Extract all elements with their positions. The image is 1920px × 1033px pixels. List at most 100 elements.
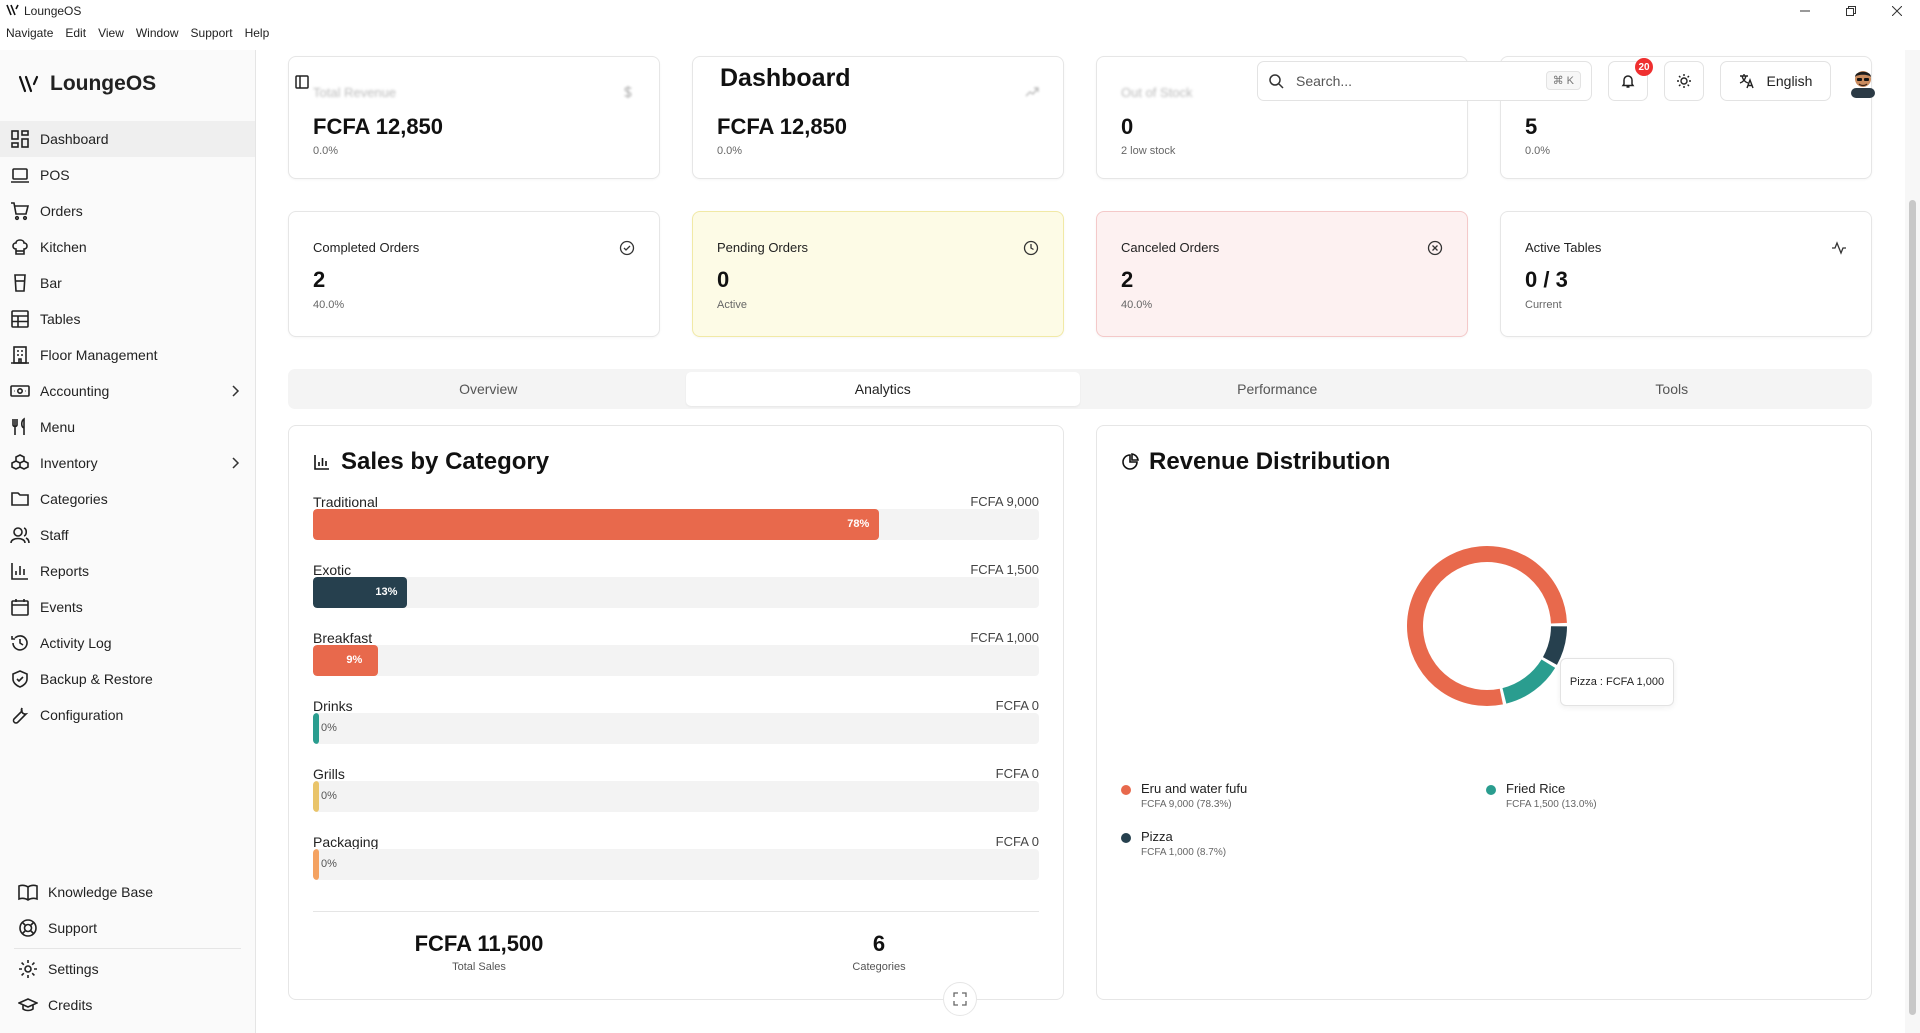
sidebar-item-events[interactable]: Events bbox=[0, 589, 255, 625]
stat-card-completed-orders: Completed Orders 2 40.0% bbox=[288, 211, 660, 337]
stat-value: 5 bbox=[1525, 114, 1538, 139]
graduation-cap-icon bbox=[16, 993, 40, 1017]
lifebuoy-icon bbox=[16, 916, 40, 940]
category-label: Packaging bbox=[313, 834, 379, 850]
shield-icon bbox=[8, 667, 32, 691]
sidebar-item-label: Kitchen bbox=[40, 239, 87, 255]
sidebar-item-support[interactable]: Support bbox=[0, 910, 255, 946]
activity-icon bbox=[1831, 240, 1847, 256]
window-titlebar: LoungeOS bbox=[0, 0, 1920, 22]
menu-view[interactable]: View bbox=[98, 26, 124, 40]
category-label: Exotic bbox=[313, 562, 352, 578]
category-label: Traditional bbox=[313, 494, 378, 510]
sidebar-item-kitchen[interactable]: Kitchen bbox=[0, 229, 255, 265]
sidebar-nav: Dashboard POS Orders Kitchen Bar Tables … bbox=[0, 121, 255, 733]
sidebar-item-knowledge-base[interactable]: Knowledge Base bbox=[0, 874, 255, 910]
money-icon bbox=[8, 379, 32, 403]
sidebar-item-label: Inventory bbox=[40, 455, 98, 471]
sidebar-item-label: Accounting bbox=[40, 383, 110, 399]
avatar[interactable] bbox=[1848, 66, 1878, 98]
sidebar-item-menu[interactable]: Menu bbox=[0, 409, 255, 445]
expand-icon bbox=[953, 992, 967, 1006]
search-input[interactable] bbox=[1296, 73, 1526, 89]
fullscreen-button[interactable] bbox=[943, 982, 977, 1016]
sidebar-item-label: Categories bbox=[40, 491, 108, 507]
page-title: Dashboard bbox=[720, 64, 851, 92]
legend-dot bbox=[1121, 833, 1131, 843]
sidebar-item-label: Staff bbox=[40, 527, 69, 543]
brand[interactable]: LoungeOS bbox=[18, 72, 156, 96]
sidebar-item-label: Support bbox=[48, 920, 98, 936]
donut-slice-fried-rice[interactable] bbox=[1502, 659, 1556, 704]
bar-chart-icon bbox=[313, 453, 331, 471]
translate-icon bbox=[1739, 73, 1755, 89]
sidebar-item-tables[interactable]: Tables bbox=[0, 301, 255, 337]
folder-icon bbox=[8, 487, 32, 511]
sidebar-item-label: Events bbox=[40, 599, 83, 615]
tab-overview[interactable]: Overview bbox=[459, 381, 518, 397]
page-scrollbar[interactable] bbox=[1905, 50, 1920, 1033]
stat-sub: 40.0% bbox=[313, 299, 345, 311]
legend-value: FCFA 1,000 (8.7%) bbox=[1141, 847, 1227, 858]
chef-hat-icon bbox=[8, 235, 32, 259]
sidebar-item-label: POS bbox=[40, 167, 70, 183]
sidebar-item-inventory[interactable]: Inventory bbox=[0, 445, 255, 481]
sidebar-bottom-nav: Knowledge Base Support Settings Credits bbox=[0, 874, 255, 1023]
menu-window[interactable]: Window bbox=[135, 26, 179, 40]
total-sales-value: FCFA 11,500 bbox=[414, 931, 544, 956]
sidebar-item-categories[interactable]: Categories bbox=[0, 481, 255, 517]
sidebar-item-configuration[interactable]: Configuration bbox=[0, 697, 255, 733]
sidebar-item-label: Bar bbox=[40, 275, 62, 291]
bar-fill bbox=[313, 645, 379, 676]
sidebar-item-dashboard[interactable]: Dashboard bbox=[0, 121, 255, 157]
sidebar-item-staff[interactable]: Staff bbox=[0, 517, 255, 553]
sidebar-item-reports[interactable]: Reports bbox=[0, 553, 255, 589]
donut-slice-pizza[interactable] bbox=[1542, 625, 1567, 665]
sidebar-item-credits[interactable]: Credits bbox=[0, 987, 255, 1023]
total-sales-label: Total Sales bbox=[452, 961, 506, 973]
scroll-thumb[interactable] bbox=[1909, 200, 1916, 1015]
stat-value: 2 bbox=[1121, 267, 1134, 292]
restore-button[interactable] bbox=[1828, 0, 1874, 22]
sidebar-item-label: Activity Log bbox=[40, 635, 112, 651]
sidebar-item-label: Configuration bbox=[40, 707, 124, 723]
menu-help[interactable]: Help bbox=[244, 26, 270, 40]
menu-support[interactable]: Support bbox=[190, 26, 233, 40]
sidebar-item-activity-log[interactable]: Activity Log bbox=[0, 625, 255, 661]
sidebar-item-bar[interactable]: Bar bbox=[0, 265, 255, 301]
stat-card-revenue: FCFA 12,850 0.0% bbox=[692, 56, 1064, 179]
check-circle-icon bbox=[619, 240, 635, 256]
calendar-icon bbox=[8, 595, 32, 619]
sales-by-category-panel: Sales by Category Traditional FCFA 9,000 7… bbox=[288, 425, 1064, 1000]
notifications-button[interactable]: 20 bbox=[1608, 58, 1653, 101]
sidebar-item-label: Reports bbox=[40, 563, 90, 579]
sidebar-item-label: Knowledge Base bbox=[48, 884, 154, 900]
stat-value: 2 bbox=[313, 267, 326, 292]
menu-edit[interactable]: Edit bbox=[65, 26, 87, 40]
minimize-button[interactable] bbox=[1782, 0, 1828, 22]
donut-slice-eru-and-water-fufu[interactable] bbox=[1407, 546, 1567, 706]
sidebar-item-pos[interactable]: POS bbox=[0, 157, 255, 193]
sidebar-item-backup-restore[interactable]: Backup & Restore bbox=[0, 661, 255, 697]
gear-icon bbox=[16, 957, 40, 981]
close-window-button[interactable] bbox=[1874, 0, 1920, 22]
bar-fill bbox=[313, 713, 319, 744]
sidebar-item-floor-management[interactable]: Floor Management bbox=[0, 337, 255, 373]
sidebar-item-accounting[interactable]: Accounting bbox=[0, 373, 255, 409]
category-label: Grills bbox=[313, 766, 345, 782]
menu-navigate[interactable]: Navigate bbox=[6, 26, 54, 40]
language-selector[interactable]: English bbox=[1720, 61, 1831, 101]
tab-analytics[interactable]: Analytics bbox=[685, 372, 1080, 406]
stat-sub: Active bbox=[717, 299, 747, 311]
tab-performance[interactable]: Performance bbox=[1237, 381, 1318, 397]
categories-label: Categories bbox=[852, 961, 906, 973]
theme-toggle-button[interactable] bbox=[1664, 61, 1704, 101]
chevron-right-icon bbox=[227, 383, 243, 399]
tab-tools[interactable]: Tools bbox=[1655, 381, 1689, 397]
stat-title: Pending Orders bbox=[717, 240, 809, 255]
app-logo-icon bbox=[6, 3, 20, 17]
sidebar-item-orders[interactable]: Orders bbox=[0, 193, 255, 229]
sidebar-item-settings[interactable]: Settings bbox=[0, 951, 255, 987]
sidebar-toggle-icon[interactable] bbox=[295, 75, 309, 89]
menu-bar: Navigate Edit View Window Support Help bbox=[0, 24, 275, 46]
